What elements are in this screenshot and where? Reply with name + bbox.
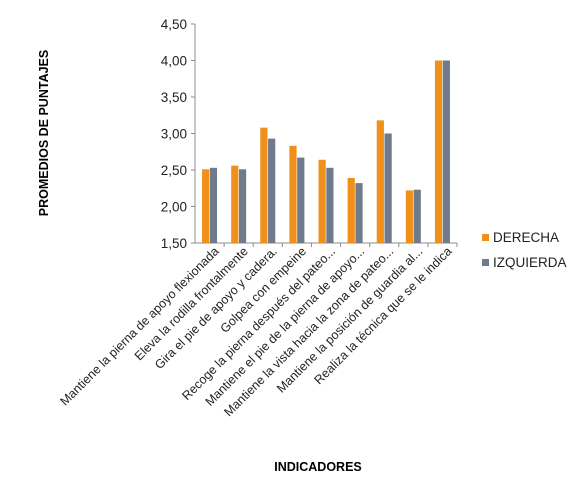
bar-izquierda (238, 169, 247, 243)
bar-izquierda (326, 167, 334, 243)
y-tick-label: 1,50 (161, 236, 187, 251)
bar-izquierda (355, 183, 363, 243)
bar-derecha (231, 165, 239, 243)
bar-derecha (434, 60, 443, 243)
legend-swatch (482, 259, 489, 266)
y-tick-labels: 1,50 2,00 2,50 3,00 3,50 4,00 4,50 (161, 17, 187, 251)
x-axis-title: INDICADORES (274, 460, 362, 474)
bar-izquierda (413, 189, 421, 243)
y-tick-label: 2,00 (161, 200, 187, 215)
legend-label: IZQUIERDA (493, 255, 567, 270)
bar-derecha (376, 120, 384, 243)
y-tick-label: 4,50 (161, 17, 187, 32)
y-tick-label: 2,50 (161, 163, 187, 178)
bar-izquierda (384, 133, 392, 243)
bar-derecha (289, 145, 297, 243)
bars (202, 60, 450, 243)
y-tick-label: 3,50 (161, 90, 187, 105)
bar-derecha (347, 178, 355, 243)
bar-izquierda (268, 138, 276, 243)
legend: DERECHA IZQUIERDA (482, 230, 567, 270)
y-axis-title: PROMEDIOS DE PUNTAJES (37, 50, 51, 216)
legend-swatch (482, 234, 489, 241)
y-tick-label: 3,00 (161, 127, 187, 142)
bar-izquierda (297, 157, 305, 243)
bar-derecha (405, 190, 414, 243)
y-tick-label: 4,00 (161, 54, 187, 69)
bar-derecha (260, 127, 268, 243)
legend-label: DERECHA (493, 230, 559, 245)
x-tick-labels: Mantiene la pierna de apoyo flexionadaEl… (57, 244, 454, 419)
bar-izquierda (209, 167, 218, 243)
bar-derecha (202, 169, 210, 243)
axes (191, 23, 458, 247)
bar-izquierda (442, 60, 450, 243)
bar-derecha (318, 159, 326, 243)
